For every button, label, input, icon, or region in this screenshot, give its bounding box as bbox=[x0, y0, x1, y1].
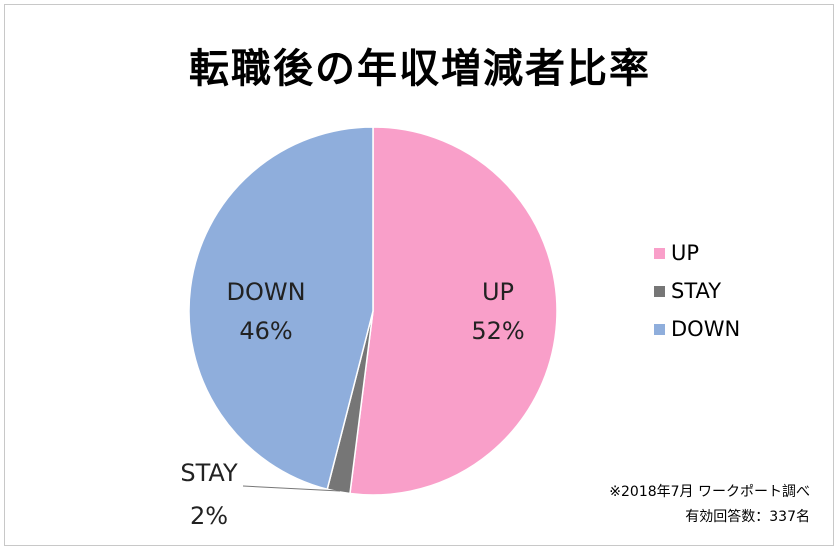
stay-leader-line bbox=[242, 485, 341, 492]
pie-slice-up bbox=[349, 126, 558, 496]
legend-swatch-down bbox=[654, 323, 665, 335]
slice-label-up-name: UP bbox=[482, 278, 514, 306]
slice-label-up-value: 52% bbox=[471, 317, 524, 345]
legend-item-stay: STAY bbox=[654, 272, 740, 310]
source-note: ※2018年7月 ワークポート調べ 有効回答数：337名 bbox=[609, 480, 810, 530]
slice-label-down-value: 46% bbox=[239, 317, 292, 345]
source-note-line-1: ※2018年7月 ワークポート調べ bbox=[609, 484, 810, 500]
slice-label-stay-name: STAY bbox=[180, 459, 238, 487]
legend: UP STAY DOWN bbox=[654, 234, 740, 348]
slice-label-stay-value: 2% bbox=[190, 502, 228, 530]
legend-swatch-stay bbox=[654, 285, 665, 297]
legend-label-down: DOWN bbox=[671, 317, 741, 341]
legend-label-stay: STAY bbox=[671, 279, 722, 303]
chart-title: 転職後の年収増減者比率 bbox=[189, 46, 651, 92]
legend-label-up: UP bbox=[671, 241, 700, 265]
legend-item-up: UP bbox=[654, 234, 740, 272]
legend-swatch-up bbox=[654, 247, 665, 259]
pie-slice-down bbox=[188, 126, 374, 491]
source-note-line-2: 有効回答数：337名 bbox=[685, 509, 810, 525]
legend-item-down: DOWN bbox=[654, 310, 740, 348]
slice-label-down-name: DOWN bbox=[226, 278, 305, 306]
